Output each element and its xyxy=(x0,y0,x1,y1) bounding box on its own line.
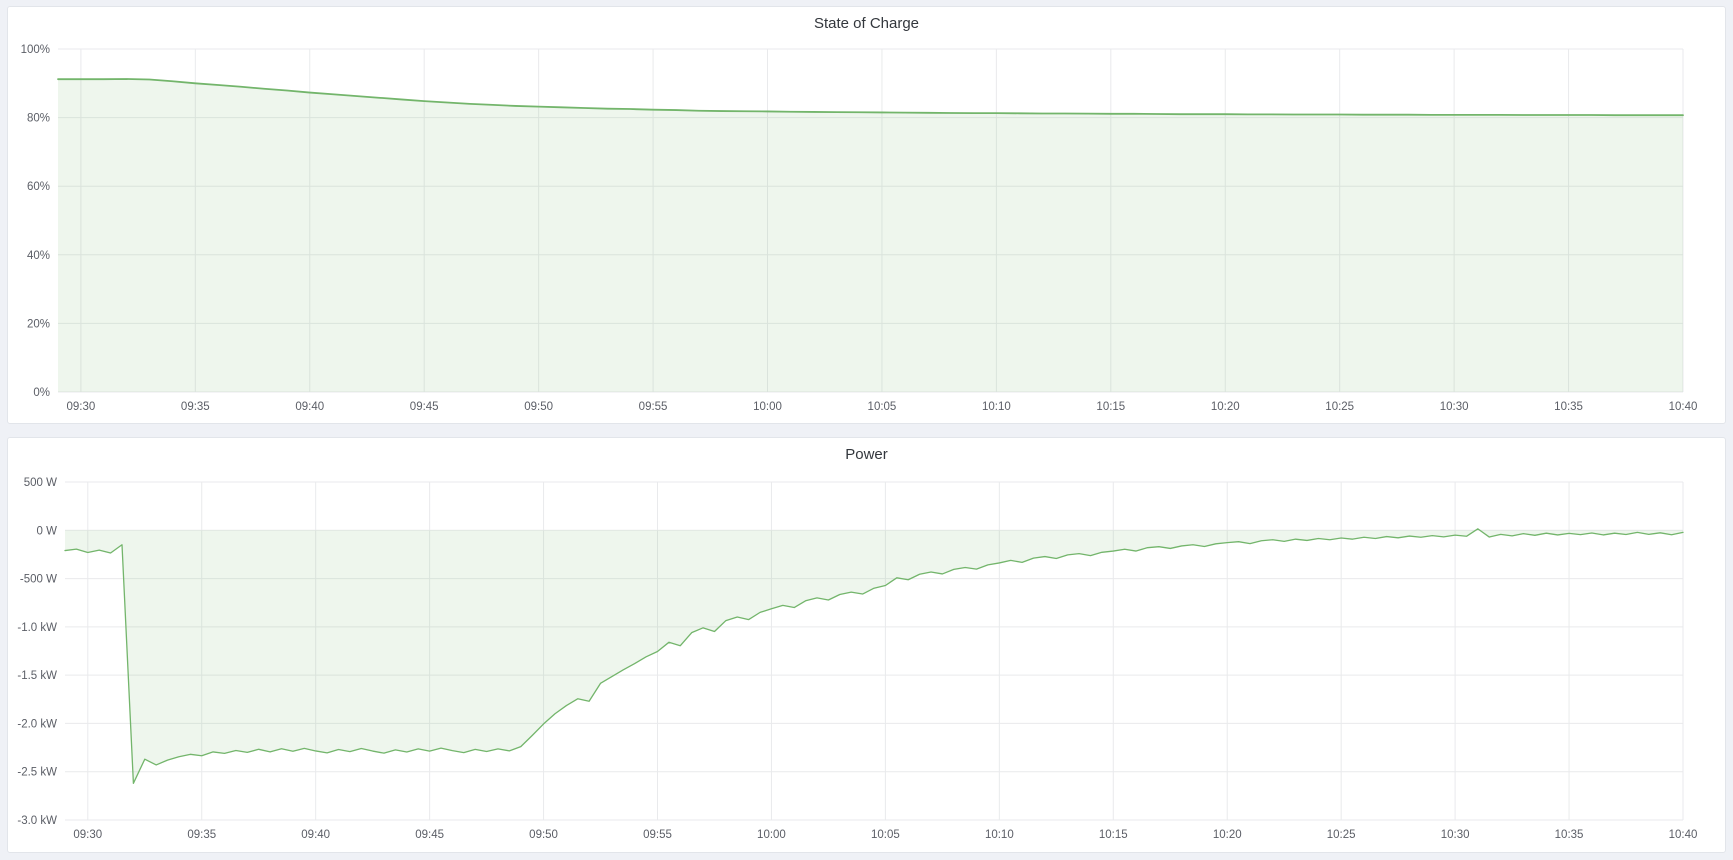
power-panel-title[interactable]: Power xyxy=(845,446,888,463)
y-tick-label: 0 W xyxy=(37,525,58,537)
x-tick-label: 10:40 xyxy=(1669,401,1698,413)
x-tick-label: 10:35 xyxy=(1554,401,1583,413)
x-tick-label: 09:55 xyxy=(643,829,672,841)
x-tick-label: 10:15 xyxy=(1099,829,1128,841)
y-tick-label: -3.0 kW xyxy=(17,815,57,827)
y-tick-label: 80% xyxy=(27,113,50,125)
x-tick-label: 09:45 xyxy=(410,401,439,413)
y-tick-label: 100% xyxy=(21,44,50,56)
y-tick-label: 0% xyxy=(33,387,50,399)
x-tick-label: 09:40 xyxy=(295,401,324,413)
state_of_charge_percent-area-fill xyxy=(58,79,1683,392)
x-tick-label: 10:05 xyxy=(868,401,897,413)
x-tick-label: 10:30 xyxy=(1441,829,1470,841)
power-chart-canvas[interactable]: 500 W 0 W -500 W -1.0 kW -1.5 kW -2.0 kW -2.5 … xyxy=(8,472,1726,853)
state-of-charge-chart-canvas[interactable]: 100% 80% 60% 40% 20% 0% 09:30 09:35 09:40 09:45 09… xyxy=(8,41,1726,424)
x-tick-label: 09:40 xyxy=(301,829,330,841)
x-tick-label: 09:30 xyxy=(66,401,95,413)
x-tick-label: 10:25 xyxy=(1325,401,1354,413)
x-tick-label: 09:50 xyxy=(524,401,553,413)
x-tick-label: 10:25 xyxy=(1327,829,1356,841)
x-tick-label: 10:20 xyxy=(1211,401,1240,413)
x-tick-label: 09:50 xyxy=(529,829,558,841)
power_watts-series-line xyxy=(64,528,1684,784)
x-tick-label: 10:35 xyxy=(1555,829,1584,841)
y-tick-label: -1.5 kW xyxy=(17,670,57,682)
x-tick-label: 10:40 xyxy=(1669,829,1698,841)
state_of_charge_percent-series-line xyxy=(57,78,1684,117)
y-tick-label: -2.0 kW xyxy=(17,718,57,730)
x-tick-label: 10:10 xyxy=(982,401,1011,413)
x-tick-label: 09:35 xyxy=(187,829,216,841)
state-of-charge-panel: State of Charge 100% 80% 60% 40% 20% 0% 09:30 0… xyxy=(7,6,1726,424)
x-tick-label: 09:55 xyxy=(639,401,668,413)
power_watts-area-fill xyxy=(65,528,1683,784)
x-tick-label: 10:20 xyxy=(1213,829,1242,841)
x-tick-label: 09:30 xyxy=(73,829,102,841)
x-tick-label: 09:45 xyxy=(415,829,444,841)
y-tick-label: 40% xyxy=(27,250,50,262)
power-panel: Power 500 W 0 W -500 W -1.0 kW -1.5 kW -2.0 k… xyxy=(7,437,1726,853)
x-tick-label: 10:00 xyxy=(753,401,782,413)
y-tick-label: -2.5 kW xyxy=(17,767,57,779)
x-tick-label: 10:15 xyxy=(1096,401,1125,413)
y-tick-label: 500 W xyxy=(24,477,57,489)
x-tick-label: 10:00 xyxy=(757,829,786,841)
y-tick-label: -500 W xyxy=(20,574,57,586)
x-tick-label: 10:10 xyxy=(985,829,1014,841)
x-tick-label: 10:05 xyxy=(871,829,900,841)
state-of-charge-panel-title[interactable]: State of Charge xyxy=(813,15,920,32)
y-tick-label: 60% xyxy=(27,181,50,193)
y-tick-label: 20% xyxy=(27,318,50,330)
x-tick-label: 10:30 xyxy=(1440,401,1469,413)
y-tick-label: -1.0 kW xyxy=(17,622,57,634)
x-tick-label: 09:35 xyxy=(181,401,210,413)
